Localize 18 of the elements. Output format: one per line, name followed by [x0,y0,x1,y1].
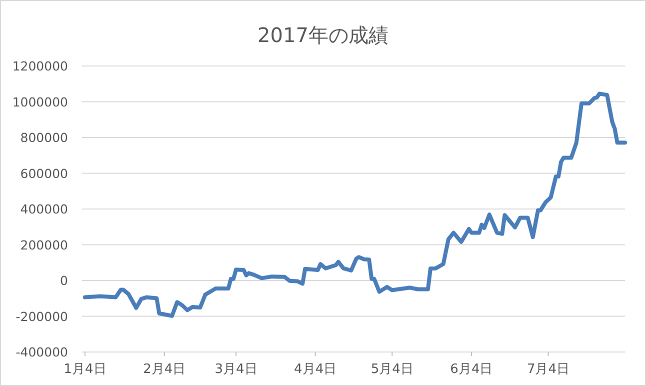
y-tick-label: 1000000 [12,94,68,110]
x-tick-label: 2月4日 [143,362,186,377]
y-tick-label: 200000 [20,237,68,252]
x-tick-label: 5月4日 [370,362,414,377]
y-tick-label: 0 [60,273,68,288]
y-tick-label: 600000 [20,166,68,181]
y-tick-label: -400000 [16,344,68,360]
y-tick-label: -200000 [16,308,68,324]
x-tick-label: 6月4日 [450,362,493,377]
chart-title: 2017年の成績 [258,23,388,47]
y-tick-label: 800000 [20,130,68,145]
line-series [83,92,627,318]
y-tick-label: 1200000 [12,58,68,74]
x-tick-label: 1月4日 [64,362,106,377]
x-tick-label: 3月4日 [214,362,258,377]
x-tick-label: 4月4日 [294,362,337,377]
y-tick-label: 400000 [20,202,68,216]
x-tick-label: 7月4日 [526,362,570,377]
